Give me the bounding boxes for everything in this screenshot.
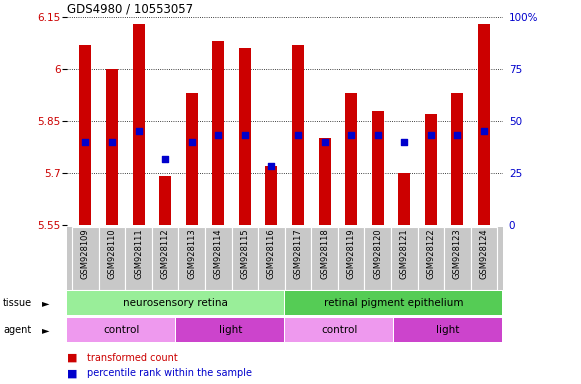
Bar [451,93,464,225]
Bar [106,69,118,225]
Point [187,139,196,145]
Bar [132,24,145,225]
Bar [152,227,178,290]
Point [373,132,382,138]
Point [293,132,303,138]
Bar [178,227,205,290]
Text: GSM928121: GSM928121 [400,228,409,279]
Bar [444,227,471,290]
Point [160,156,170,162]
Text: GSM928124: GSM928124 [479,228,489,279]
Text: light: light [218,325,242,335]
Bar [266,166,277,225]
Bar [345,93,357,225]
Bar [99,227,125,290]
Text: GDS4980 / 10553057: GDS4980 / 10553057 [67,2,193,15]
Bar [372,111,383,225]
Bar [80,45,91,225]
Bar [425,114,437,225]
Bar [258,227,285,290]
Text: transformed count: transformed count [87,353,178,363]
Bar [471,227,497,290]
Text: ►: ► [42,298,49,308]
Point [240,132,249,138]
Bar [292,45,304,225]
Bar [239,48,251,225]
Bar [338,227,364,290]
Bar [311,227,338,290]
Text: percentile rank within the sample: percentile rank within the sample [87,368,252,378]
Text: GSM928115: GSM928115 [241,228,249,279]
Bar [318,138,331,225]
Bar [186,93,198,225]
Text: agent: agent [3,325,31,335]
Text: GSM928109: GSM928109 [81,228,90,279]
Bar [391,227,418,290]
Bar [478,24,490,225]
Bar [364,227,391,290]
Point [107,139,117,145]
Bar [159,176,171,225]
Text: GSM928122: GSM928122 [426,228,435,279]
Bar [399,173,410,225]
Text: GSM928123: GSM928123 [453,228,462,279]
Text: retinal pigment epithelium: retinal pigment epithelium [324,298,464,308]
Bar [394,318,502,343]
Bar [285,291,502,316]
Point [134,128,143,134]
Bar [67,318,175,343]
Bar [232,227,258,290]
Text: GSM928114: GSM928114 [214,228,223,279]
Point [320,139,329,145]
Text: tissue: tissue [3,298,32,308]
Text: GSM928120: GSM928120 [373,228,382,279]
Point [453,132,462,138]
Point [479,128,489,134]
Text: GSM928112: GSM928112 [160,228,170,279]
Point [214,132,223,138]
Text: GSM928111: GSM928111 [134,228,143,279]
Text: neurosensory retina: neurosensory retina [123,298,228,308]
Bar [67,291,284,316]
Bar [285,318,393,343]
Text: control: control [321,325,357,335]
Point [267,163,276,169]
Text: GSM928119: GSM928119 [347,228,356,279]
Text: control: control [103,325,139,335]
Point [426,132,436,138]
Point [81,139,90,145]
Text: ■: ■ [67,353,77,363]
Text: GSM928116: GSM928116 [267,228,276,279]
Text: light: light [436,325,460,335]
Bar [212,41,224,225]
Bar [285,227,311,290]
Text: ►: ► [42,325,49,335]
Point [400,139,409,145]
Bar [72,227,99,290]
Text: GSM928113: GSM928113 [187,228,196,279]
Bar [176,318,284,343]
Bar [418,227,444,290]
Text: GSM928118: GSM928118 [320,228,329,279]
Bar [125,227,152,290]
Text: ■: ■ [67,368,77,378]
Point [346,132,356,138]
Text: GSM928117: GSM928117 [293,228,303,279]
Bar [205,227,232,290]
Text: GSM928110: GSM928110 [107,228,116,279]
